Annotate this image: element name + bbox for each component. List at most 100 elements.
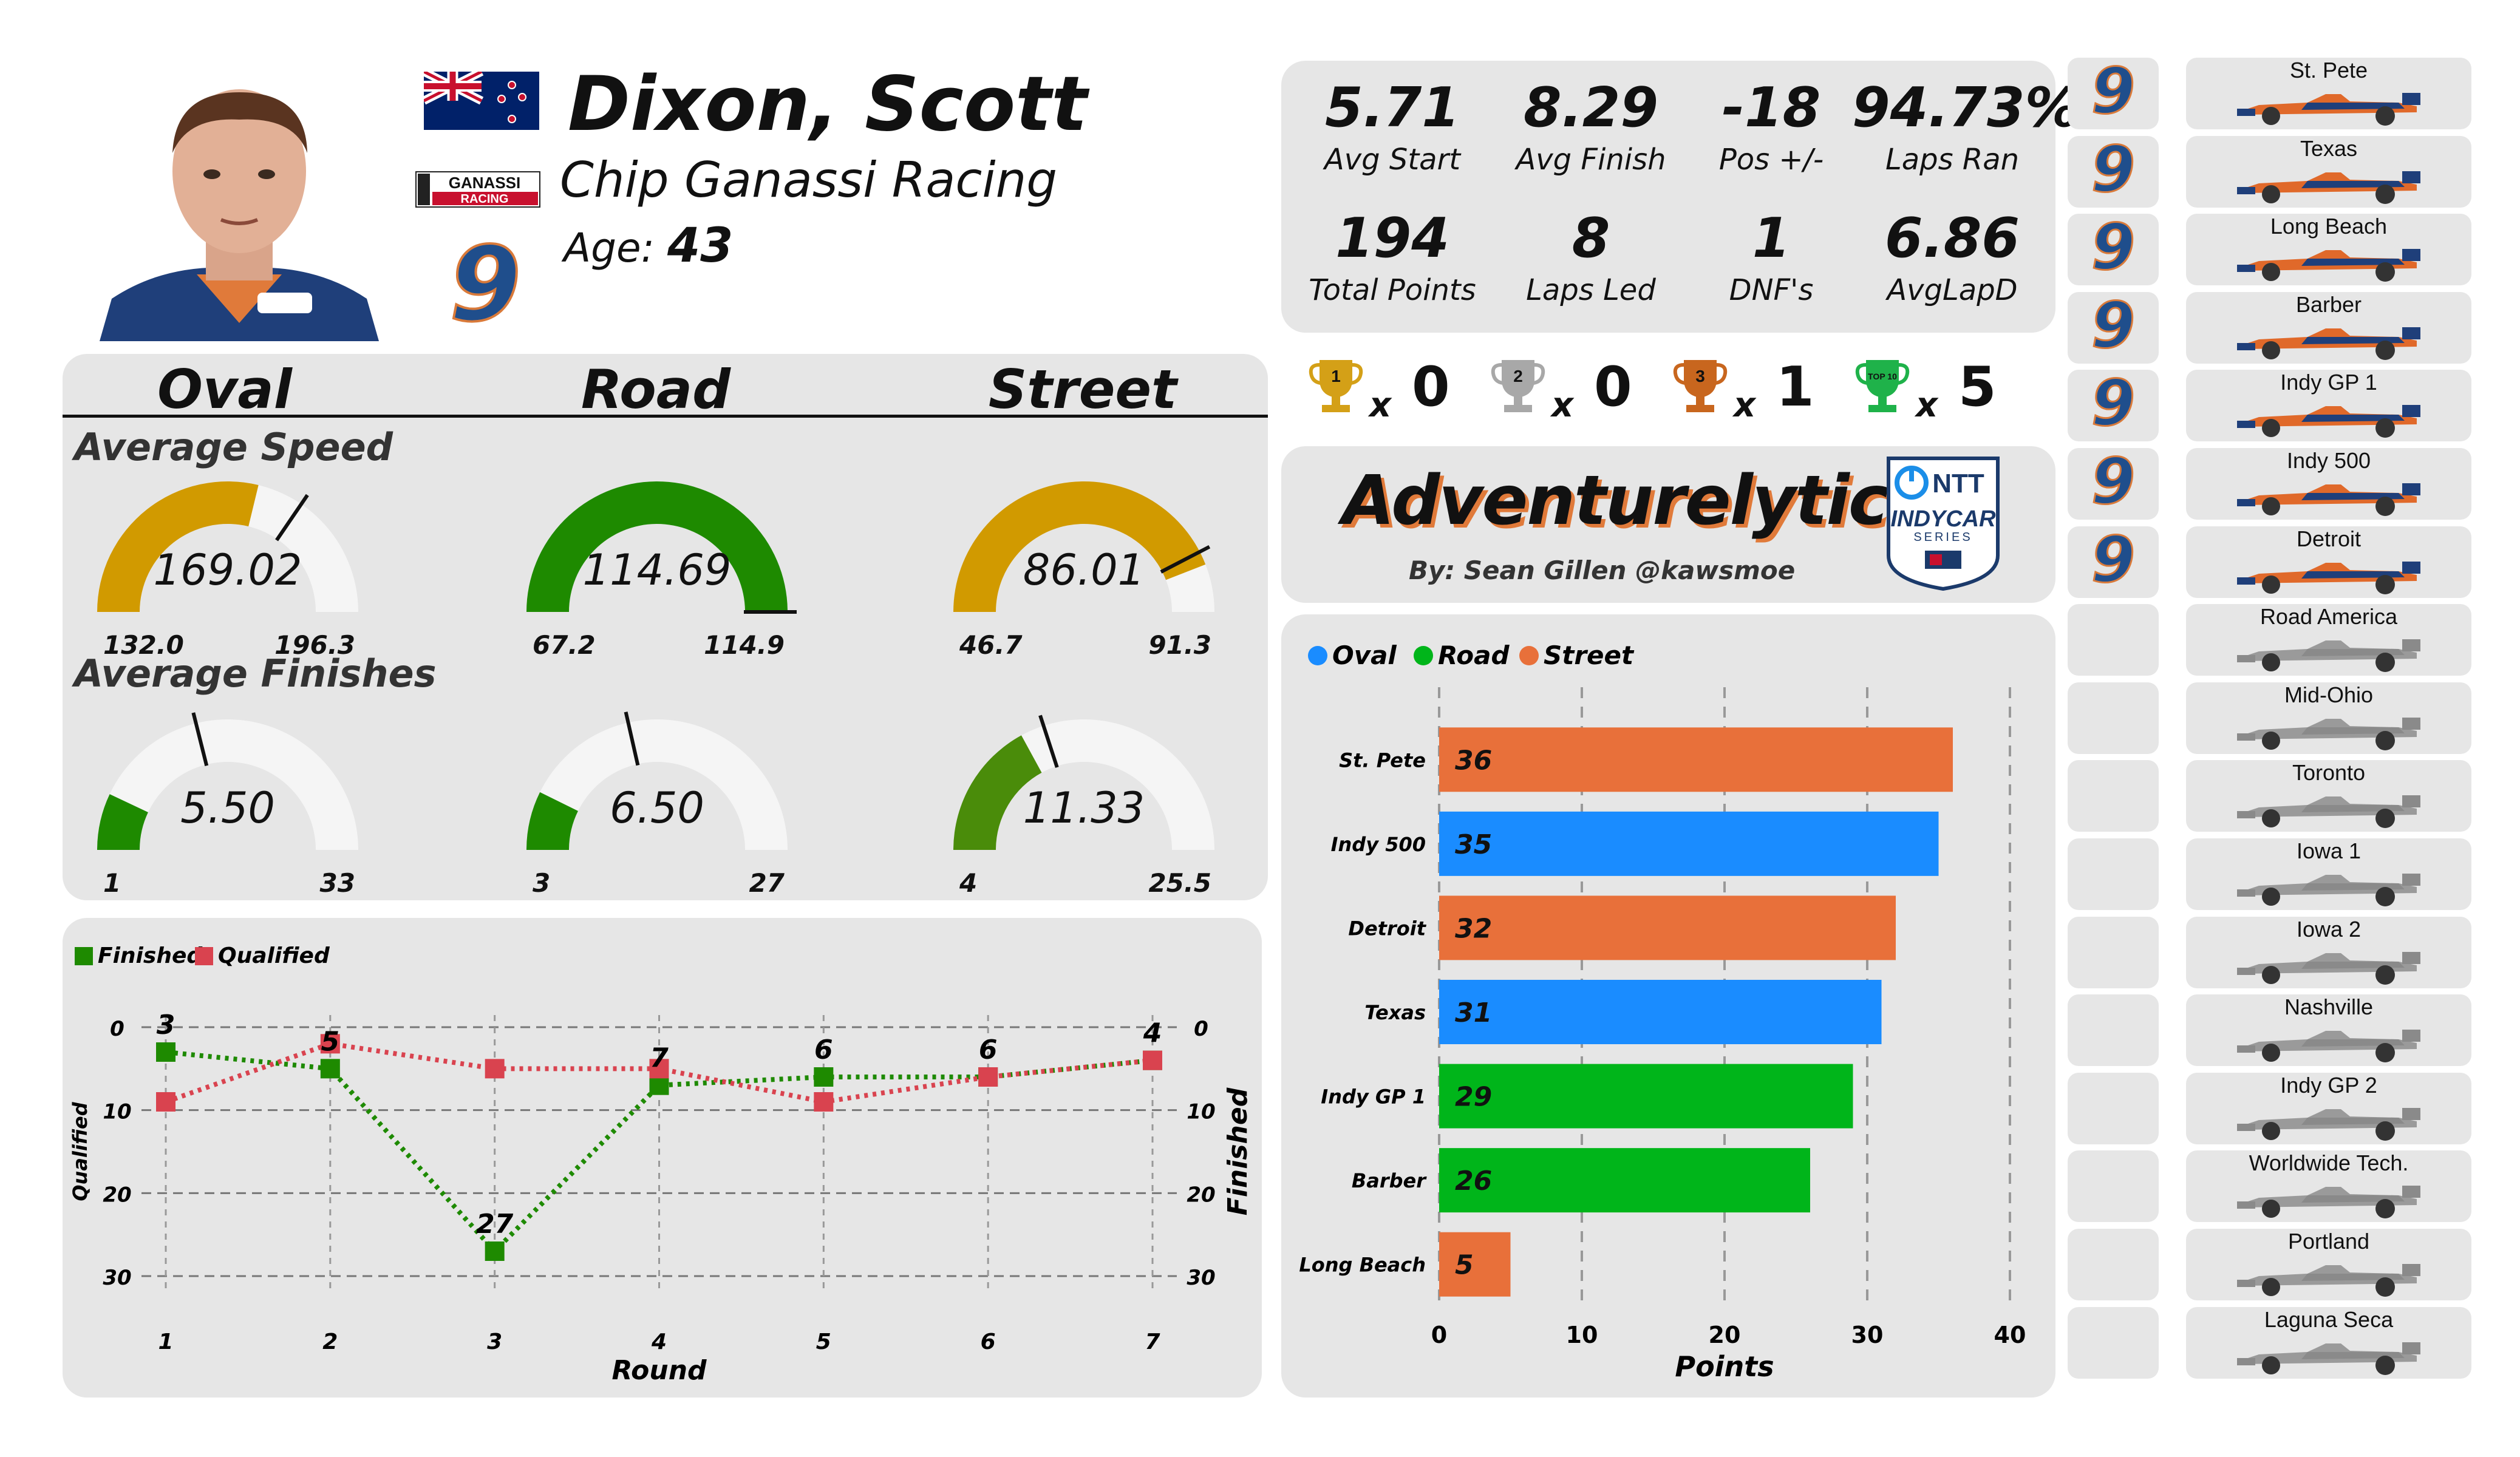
stat-label: Laps Led: [1526, 273, 1656, 307]
indycar-livery-icon: [2237, 93, 2420, 126]
gauge-target-marker: [1038, 715, 1059, 768]
bar-value-label: 5: [1455, 1250, 1474, 1281]
indycar-livery-icon: [2237, 483, 2420, 516]
team-name: Chip Ganassi Racing: [560, 152, 1058, 208]
race-car-number: 9: [2090, 365, 2136, 441]
round-chart-panel: [63, 918, 1262, 1398]
point-qualified: [978, 1067, 998, 1087]
race-name: Indy 500: [2286, 448, 2371, 473]
trophy-count: 5: [1958, 355, 1997, 419]
legend-finished-swatch: [75, 947, 93, 965]
race-car-number-box: 9: [2068, 365, 2159, 441]
y-tick-right: 0: [1194, 1017, 1208, 1041]
gauge-fill: [953, 735, 1042, 850]
race-car-number-box: [2068, 838, 2159, 910]
data-label: 7: [650, 1043, 669, 1074]
gauge-value: 86.01: [1023, 545, 1145, 595]
x-tick: 6: [981, 1330, 996, 1354]
indycar-silhouette-icon: [2237, 639, 2420, 672]
indycar-logo-mid: INDYCAR: [1890, 506, 1996, 532]
race-car-number: 9: [2090, 132, 2136, 208]
x-axis-label: Points: [1675, 1350, 1774, 1383]
legend-label: Oval: [1332, 640, 1397, 670]
bar: [1439, 895, 1896, 960]
category-label: Barber: [1352, 1169, 1427, 1192]
race-item: Portland: [2186, 1229, 2471, 1300]
y-tick-left: 0: [110, 1017, 124, 1041]
race-item: Nashville: [2186, 994, 2471, 1066]
race-car-number: 9: [2090, 53, 2136, 129]
race-car-number-box: [2068, 917, 2159, 988]
race-car-number-box: [2068, 994, 2159, 1066]
indycar-silhouette-icon: [2237, 1342, 2420, 1375]
trophy-times: x: [1734, 385, 1756, 425]
team-logo-top: GANASSI: [449, 174, 520, 192]
category-label: Long Beach: [1299, 1254, 1426, 1277]
gauge-fill: [526, 792, 578, 850]
gauge-track: [97, 719, 358, 850]
gauge-fill: [97, 481, 259, 612]
gauge-max: 25.5: [1148, 868, 1211, 898]
bar-value-label: 36: [1455, 745, 1492, 776]
stat-label: DNF's: [1729, 273, 1814, 307]
gauge-value: 114.69: [582, 545, 732, 595]
y-tick-left: 10: [103, 1100, 131, 1124]
points-bar-chart: Oval Road Street 0 10 20 30 40 Points 36 St. Pete 3…: [1299, 640, 2026, 1383]
race-item: Mid-Ohio: [2186, 682, 2471, 754]
x-tick: 0: [1431, 1322, 1447, 1348]
point-qualified: [156, 1092, 175, 1112]
y-tick-right: 30: [1187, 1266, 1215, 1290]
point-finished: [485, 1241, 505, 1261]
trophy-icon: 1: [1309, 360, 1363, 412]
race-name: Laguna Seca: [2264, 1307, 2394, 1332]
x-tick: 2: [322, 1330, 338, 1354]
team-logo-bottom: RACING: [461, 192, 509, 206]
x-tick: 40: [1994, 1322, 2026, 1348]
bar-value-label: 29: [1455, 1082, 1492, 1113]
legend-finished-label: Finished: [98, 943, 203, 968]
point-qualified: [485, 1059, 505, 1079]
stat-value: 8.29: [1523, 76, 1659, 140]
gauge: [953, 481, 1214, 612]
bar: [1439, 811, 1939, 876]
race-name: Nashville: [2284, 994, 2374, 1019]
indycar-logo-bot: SERIES: [1913, 531, 1972, 544]
driver-name: Dixon, Scott: [568, 61, 1088, 148]
trophy-count: 1: [1776, 355, 1814, 419]
data-label: 4: [1143, 1018, 1162, 1049]
race-car-number-box: 9: [2068, 132, 2159, 208]
stat-value: 1: [1752, 206, 1791, 270]
race-name: Mid-Ohio: [2284, 682, 2374, 707]
data-label: 27: [476, 1209, 514, 1240]
category-label: St. Pete: [1339, 749, 1426, 772]
indycar-silhouette-icon: [2237, 1264, 2420, 1297]
race-item: Texas: [2186, 136, 2471, 208]
indycar-silhouette-icon: [2237, 874, 2420, 906]
race-name: Worldwide Tech.: [2249, 1150, 2409, 1175]
race-car-number-box: 9: [2068, 444, 2159, 520]
x-tick: 10: [1566, 1322, 1598, 1348]
average-speed-title: Average Speed: [74, 425, 393, 469]
indycar-livery-icon: [2237, 327, 2420, 360]
indycar-silhouette-icon: [2237, 795, 2420, 828]
gauge-track: [526, 719, 788, 850]
point-qualified: [1143, 1050, 1162, 1070]
race-car-number-box: [2068, 682, 2159, 754]
gauge-min: 3: [533, 868, 551, 898]
bar: [1439, 1232, 1511, 1297]
bar-value-label: 26: [1455, 1166, 1492, 1197]
bar-value-label: 31: [1455, 997, 1492, 1028]
legend-swatch: [1414, 646, 1433, 665]
car-number: 9: [448, 223, 522, 346]
race-name: Portland: [2287, 1229, 2370, 1254]
average-finishes-title: Average Finishes: [74, 651, 437, 696]
indycar-silhouette-icon: [2237, 718, 2420, 750]
gauge-fill: [953, 481, 1206, 612]
brand-byline: By: Sean Gillen @kawsmoe: [1409, 555, 1796, 585]
stat-label: Avg Finish: [1516, 143, 1666, 177]
category-label: Detroit: [1348, 917, 1426, 940]
gauge: [953, 715, 1214, 850]
race-car-number-box: 9: [2068, 522, 2159, 598]
stat-value: 5.71: [1324, 76, 1460, 140]
x-tick: 5: [816, 1330, 831, 1354]
